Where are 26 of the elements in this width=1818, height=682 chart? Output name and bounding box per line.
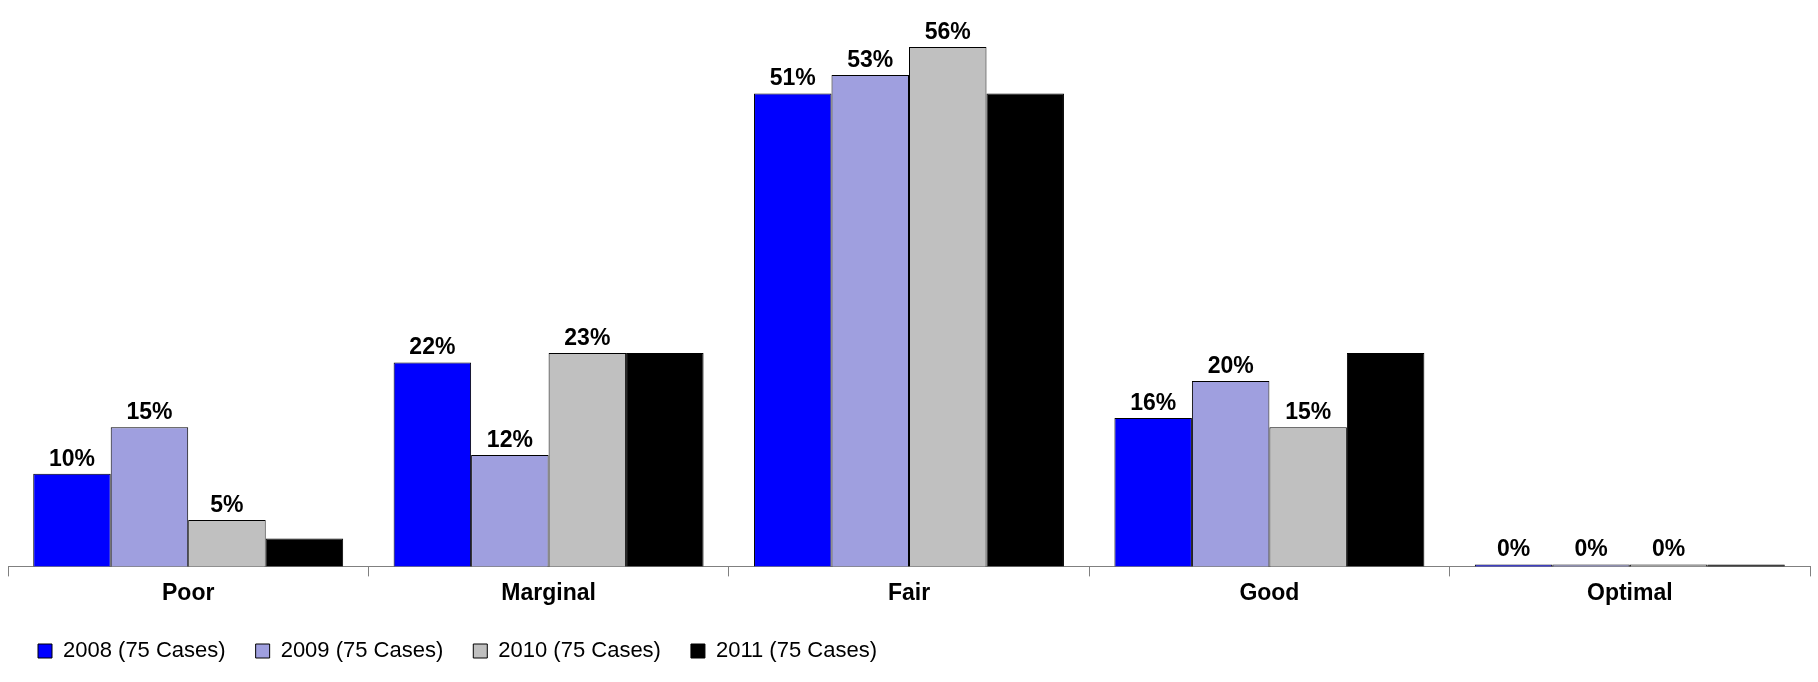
data-label: 0% <box>1496 535 1531 562</box>
data-label: 15% <box>1285 398 1332 425</box>
x-tick-label: Good <box>1239 578 1300 605</box>
legend-label: 2010 (75 Cases) <box>498 637 661 663</box>
data-label: 0% <box>1651 535 1686 562</box>
bar <box>1346 353 1425 567</box>
data-label: 51% <box>769 64 816 91</box>
data-label: 5% <box>210 490 244 517</box>
data-label: 56% <box>924 17 971 44</box>
data-label: 53% <box>847 45 894 72</box>
legend-label: 2011 (75 Cases) <box>715 637 877 663</box>
data-label: 0% <box>1574 535 1608 562</box>
data-label: 10% <box>48 444 95 471</box>
x-tick-label: Marginal <box>501 578 596 605</box>
x-tick-label: Poor <box>162 578 215 605</box>
legend-label: 2009 (75 Cases) <box>280 637 444 663</box>
data-label: 12% <box>486 425 533 452</box>
data-label: 15% <box>126 398 173 425</box>
bar <box>265 538 344 567</box>
data-label: 22% <box>409 333 456 360</box>
legend-label: 2008 (75 Cases) <box>63 637 226 663</box>
data-label: 16% <box>1130 388 1177 415</box>
x-tick-label: Fair <box>887 578 931 605</box>
data-label: 23% <box>564 323 611 350</box>
x-tick-label: Optimal <box>1586 578 1673 605</box>
data-label: 20% <box>1207 351 1254 378</box>
